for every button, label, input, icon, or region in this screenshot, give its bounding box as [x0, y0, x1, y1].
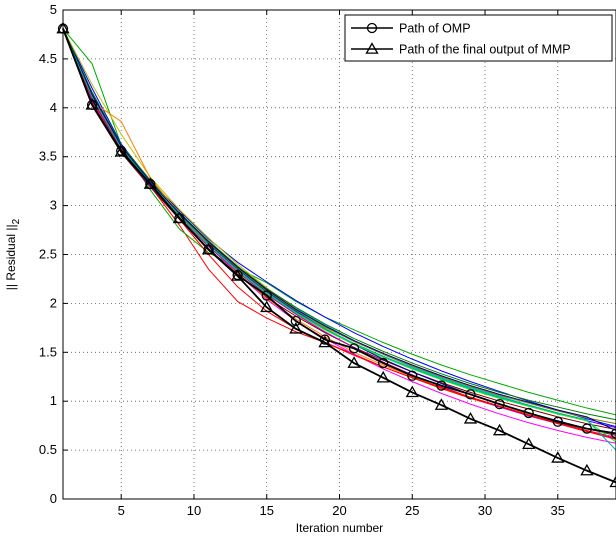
x-tick-label: 15	[260, 503, 274, 518]
y-tick-label: 5	[50, 2, 57, 17]
triangle-marker	[522, 437, 536, 450]
triangle-marker	[434, 398, 448, 410]
y-tick-label: 1	[50, 393, 57, 408]
axis-ticks: 5 10 15 20 25 30 35 0 0.5 1 1.5 2 2.5 3 3.5 4 4.5 5	[39, 2, 565, 518]
y-tick-label: 2	[50, 295, 57, 310]
y-tick-label: 3	[50, 198, 57, 213]
y-axis-label-subscript: 2	[11, 218, 22, 224]
y-tick-label: 0	[50, 491, 57, 506]
y-tick-label: 0.5	[39, 442, 57, 457]
legend-entry: Path of the final output of MMP	[351, 42, 571, 57]
triangle-marker	[376, 370, 390, 383]
triangle-marker	[260, 300, 274, 313]
circle-marker	[581, 423, 593, 434]
legend-label: Path of OMP	[399, 22, 471, 36]
triangle-marker	[551, 451, 565, 463]
circle-marker	[366, 22, 378, 34]
triangle-marker	[231, 269, 245, 281]
y-tick-label: 4.5	[39, 51, 57, 66]
triangle-marker	[463, 411, 478, 424]
triangle-marker	[172, 211, 187, 224]
y-tick-label: 3.5	[39, 149, 57, 164]
circle-marker	[348, 343, 360, 354]
triangle-marker	[347, 356, 361, 368]
triangle-marker	[365, 42, 379, 54]
circle-marker	[610, 428, 616, 439]
triangle-marker	[143, 177, 157, 189]
circle-marker	[407, 370, 418, 381]
circle-marker	[290, 315, 301, 327]
legend-entries: Path of OMP Path of the final output of M…	[351, 22, 571, 57]
triangle-marker	[492, 423, 507, 436]
x-tick-label: 25	[405, 503, 419, 518]
triangle-marker	[609, 475, 616, 488]
triangle-marker	[289, 322, 303, 334]
x-tick-label: 20	[332, 503, 346, 518]
x-tick-label: 30	[478, 503, 492, 518]
y-axis-label-main: || Residual ||	[4, 224, 18, 290]
triangle-marker	[201, 242, 216, 255]
x-tick-label: 10	[187, 503, 201, 518]
x-axis-label: Iteration number	[296, 521, 383, 535]
y-tick-label: 1.5	[39, 344, 57, 359]
triangle-marker	[85, 98, 99, 110]
legend-entry: Path of OMP	[351, 22, 471, 36]
circle-marker	[465, 389, 476, 400]
x-tick-label: 35	[551, 503, 565, 518]
circle-marker	[552, 416, 563, 427]
legend-box	[344, 14, 613, 62]
circle-marker	[378, 357, 389, 369]
legend-label: Path of the final output of MMP	[399, 43, 571, 57]
x-tick-label: 5	[118, 503, 125, 518]
triangle-marker	[580, 463, 594, 476]
circle-marker	[494, 398, 505, 410]
legend: Path of OMP Path of the final output of M…	[344, 14, 613, 62]
series-line-triangle	[62, 28, 616, 484]
triangle-marker	[318, 335, 332, 348]
triangle-marker	[114, 144, 128, 157]
triangle-marker	[405, 385, 419, 398]
circle-marker	[523, 407, 534, 419]
y-axis-label: || Residual ||2	[4, 218, 22, 290]
main-series	[56, 21, 616, 488]
circle-marker	[436, 380, 447, 391]
mmp-candidate-path	[62, 28, 616, 416]
y-tick-label: 2.5	[39, 247, 57, 262]
circle-marker	[261, 290, 272, 301]
y-tick-label: 4	[50, 100, 57, 115]
